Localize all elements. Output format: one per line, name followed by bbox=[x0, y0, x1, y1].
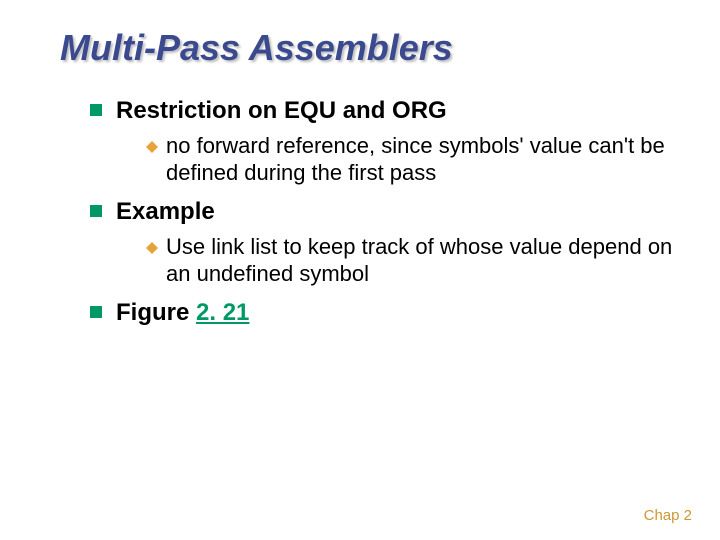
sub-list: Use link list to keep track of whose val… bbox=[90, 233, 680, 288]
figure-link[interactable]: 2. 21 bbox=[196, 299, 249, 326]
square-bullet-icon bbox=[90, 104, 102, 116]
list-item: Restriction on EQU and ORG no forward re… bbox=[90, 96, 680, 187]
level1-row: Example bbox=[90, 197, 680, 227]
slide-title: Multi-Pass Assemblers bbox=[60, 28, 680, 68]
slide: Multi-Pass Assemblers Restriction on EQU… bbox=[0, 0, 720, 540]
list-item: Figure 2. 21 bbox=[90, 298, 680, 328]
level1-label: Figure 2. 21 bbox=[116, 298, 249, 328]
figure-prefix: Figure bbox=[116, 299, 196, 326]
list-item: Use link list to keep track of whose val… bbox=[146, 233, 680, 288]
level1-label: Example bbox=[116, 197, 215, 227]
level1-row: Figure 2. 21 bbox=[90, 298, 680, 328]
list-item: no forward reference, since symbols' val… bbox=[146, 132, 680, 187]
square-bullet-icon bbox=[90, 205, 102, 217]
level2-text: no forward reference, since symbols' val… bbox=[166, 132, 680, 187]
level1-row: Restriction on EQU and ORG bbox=[90, 96, 680, 126]
level2-text: Use link list to keep track of whose val… bbox=[166, 233, 680, 288]
bullet-list: Restriction on EQU and ORG no forward re… bbox=[60, 96, 680, 328]
level1-label: Restriction on EQU and ORG bbox=[116, 96, 447, 126]
diamond-bullet-icon bbox=[146, 242, 158, 254]
square-bullet-icon bbox=[90, 306, 102, 318]
sub-list: no forward reference, since symbols' val… bbox=[90, 132, 680, 187]
footer-text: Chap 2 bbox=[644, 507, 692, 524]
list-item: Example Use link list to keep track of w… bbox=[90, 197, 680, 288]
diamond-bullet-icon bbox=[146, 141, 158, 153]
